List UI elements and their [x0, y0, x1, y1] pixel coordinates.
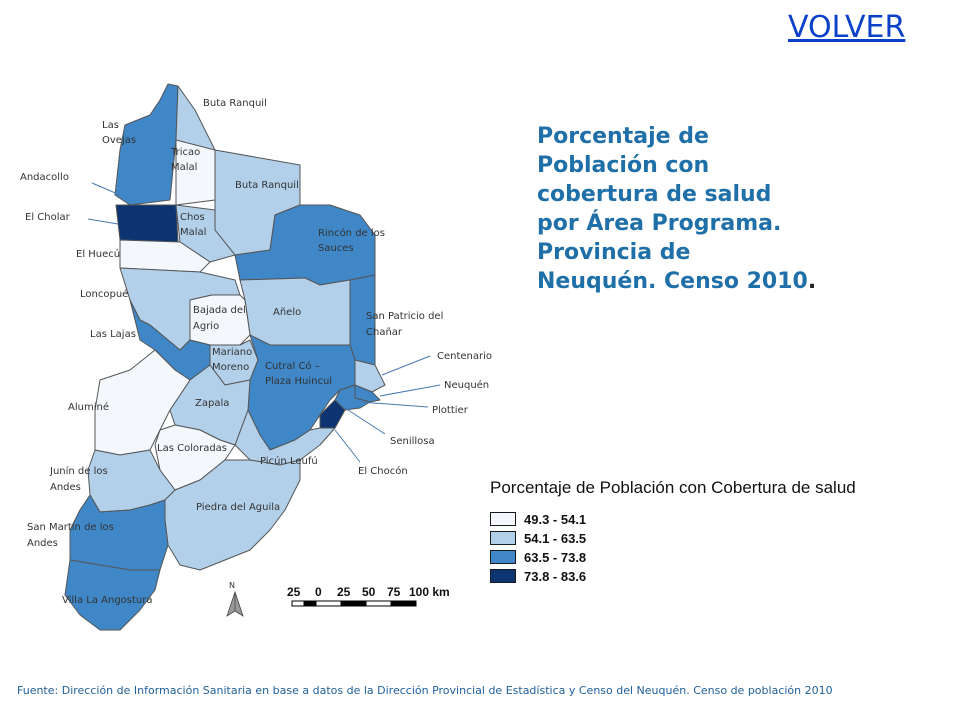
- leader-centenario: [381, 355, 431, 376]
- leader-plottier: [359, 401, 429, 408]
- label-tricao-malal: Tricao Malal: [170, 147, 200, 173]
- volver-link[interactable]: VOLVER: [788, 10, 906, 45]
- legend-item: 73.8 - 83.6: [490, 567, 586, 585]
- label-las-ovejas: Las Ovejas: [102, 120, 136, 146]
- leader-andacollo: [91, 182, 121, 196]
- label-centenario: Centenario: [437, 351, 492, 362]
- title-line-text: Neuquén. Censo 2010: [537, 269, 808, 294]
- label-buta-ranquil: Buta Ranquil: [235, 180, 299, 191]
- label-alumine: Aluminé: [68, 401, 109, 413]
- legend-label: 73.8 - 83.6: [524, 568, 587, 584]
- label-plottier: Plottier: [432, 405, 469, 416]
- legend-item: 54.1 - 63.5: [490, 529, 586, 547]
- label-el-huecu: El Huecú: [76, 248, 120, 260]
- label-las-coloradas: Las Coloradas: [157, 443, 227, 454]
- legend-item: 49.3 - 54.1: [490, 510, 586, 528]
- leader-el-cholar: [87, 218, 119, 225]
- label-el-cholar: El Cholar: [25, 212, 71, 223]
- title-line: Provincia de: [537, 240, 691, 265]
- region-senillosa[interactable]: [319, 399, 346, 429]
- legend-item: 63.5 - 73.8: [490, 548, 586, 566]
- legend-swatch: [490, 531, 516, 545]
- region-san-martin[interactable]: [69, 494, 169, 571]
- title-line: Población con: [537, 153, 710, 178]
- legend-swatch: [490, 569, 516, 583]
- north-arrow-icon: N: [226, 581, 244, 617]
- label-buta-ranquil-north: Buta Ranquil: [203, 98, 267, 109]
- label-rincon: Rincón de los Sauces: [318, 227, 385, 254]
- label-cutral-co: Cutral Có – Plaza Huincul: [265, 360, 332, 387]
- title-line: Porcentaje de: [537, 124, 709, 149]
- label-bajada-agrio: Bajada del Agrio: [193, 305, 246, 332]
- leader-el-chocon: [334, 429, 361, 463]
- title-line: por Área Programa.: [537, 211, 782, 236]
- label-mariano-moreno: Mariano Moreno: [212, 347, 252, 373]
- legend: 49.3 - 54.1 54.1 - 63.5 63.5 - 73.8 73.8…: [490, 510, 586, 586]
- title-line: Neuquén. Censo 2010.: [537, 267, 937, 296]
- scale-tick: 0: [315, 585, 322, 599]
- scale-tick: 25: [337, 585, 351, 599]
- title-period: .: [807, 269, 817, 294]
- legend-label: 63.5 - 73.8: [524, 549, 587, 565]
- legend-swatch: [490, 512, 516, 526]
- legend-label: 54.1 - 63.5: [524, 530, 587, 546]
- region-villa-angostura[interactable]: [64, 559, 161, 631]
- region-el-cholar[interactable]: [115, 204, 179, 243]
- svg-text:N: N: [229, 581, 235, 590]
- label-el-chocon: El Chocón: [358, 465, 408, 477]
- neuquen-map: Buta Ranquil Las Ovejas Tricao Malal Andac…: [20, 83, 492, 631]
- region-alumine[interactable]: [94, 349, 191, 456]
- leader-neuquen: [379, 384, 441, 397]
- label-junin: Junín de los Andes: [49, 465, 108, 493]
- title-line: cobertura de salud: [537, 182, 772, 207]
- label-villa-angostura: Villa La Angostura: [62, 595, 153, 606]
- legend-swatch: [490, 550, 516, 564]
- label-andacollo: Andacollo: [20, 172, 69, 183]
- label-neuquen: Neuquén: [444, 379, 489, 391]
- region-centenario[interactable]: [354, 359, 386, 393]
- legend-label: 49.3 - 54.1: [524, 511, 587, 527]
- scale-tick: 25: [287, 585, 301, 599]
- source-footnote: Fuente: Dirección de Información Sanitar…: [17, 684, 833, 697]
- scale-tick: 50: [362, 585, 376, 599]
- label-chos-malal: Chos Malal: [180, 212, 206, 238]
- label-zapala: Zapala: [195, 398, 229, 409]
- label-senillosa: Senillosa: [390, 436, 435, 447]
- map-title: Porcentaje de Población con cobertura de…: [537, 122, 937, 296]
- legend-title: Porcentaje de Población con Cobertura de…: [490, 478, 856, 497]
- label-piedra-aguila: Piedra del Aguila: [196, 502, 280, 513]
- leader-senillosa: [344, 407, 386, 435]
- label-picun-leufu: Picún Leufú: [260, 455, 318, 467]
- label-anelo: Añelo: [273, 307, 301, 318]
- label-san-patricio: San Patricio del Chañar: [366, 311, 443, 338]
- label-las-lajas: Las Lajas: [90, 329, 136, 340]
- scale-tick: 75: [387, 585, 401, 599]
- scale-tick: 100 km: [409, 585, 450, 599]
- label-loncopue: Loncopué: [80, 288, 128, 300]
- region-bajada-agrio[interactable]: [189, 294, 251, 346]
- label-san-martin: San Martín de los Andes: [27, 521, 114, 549]
- scale-bar: 25 0 25 50 75 100 km: [287, 585, 450, 607]
